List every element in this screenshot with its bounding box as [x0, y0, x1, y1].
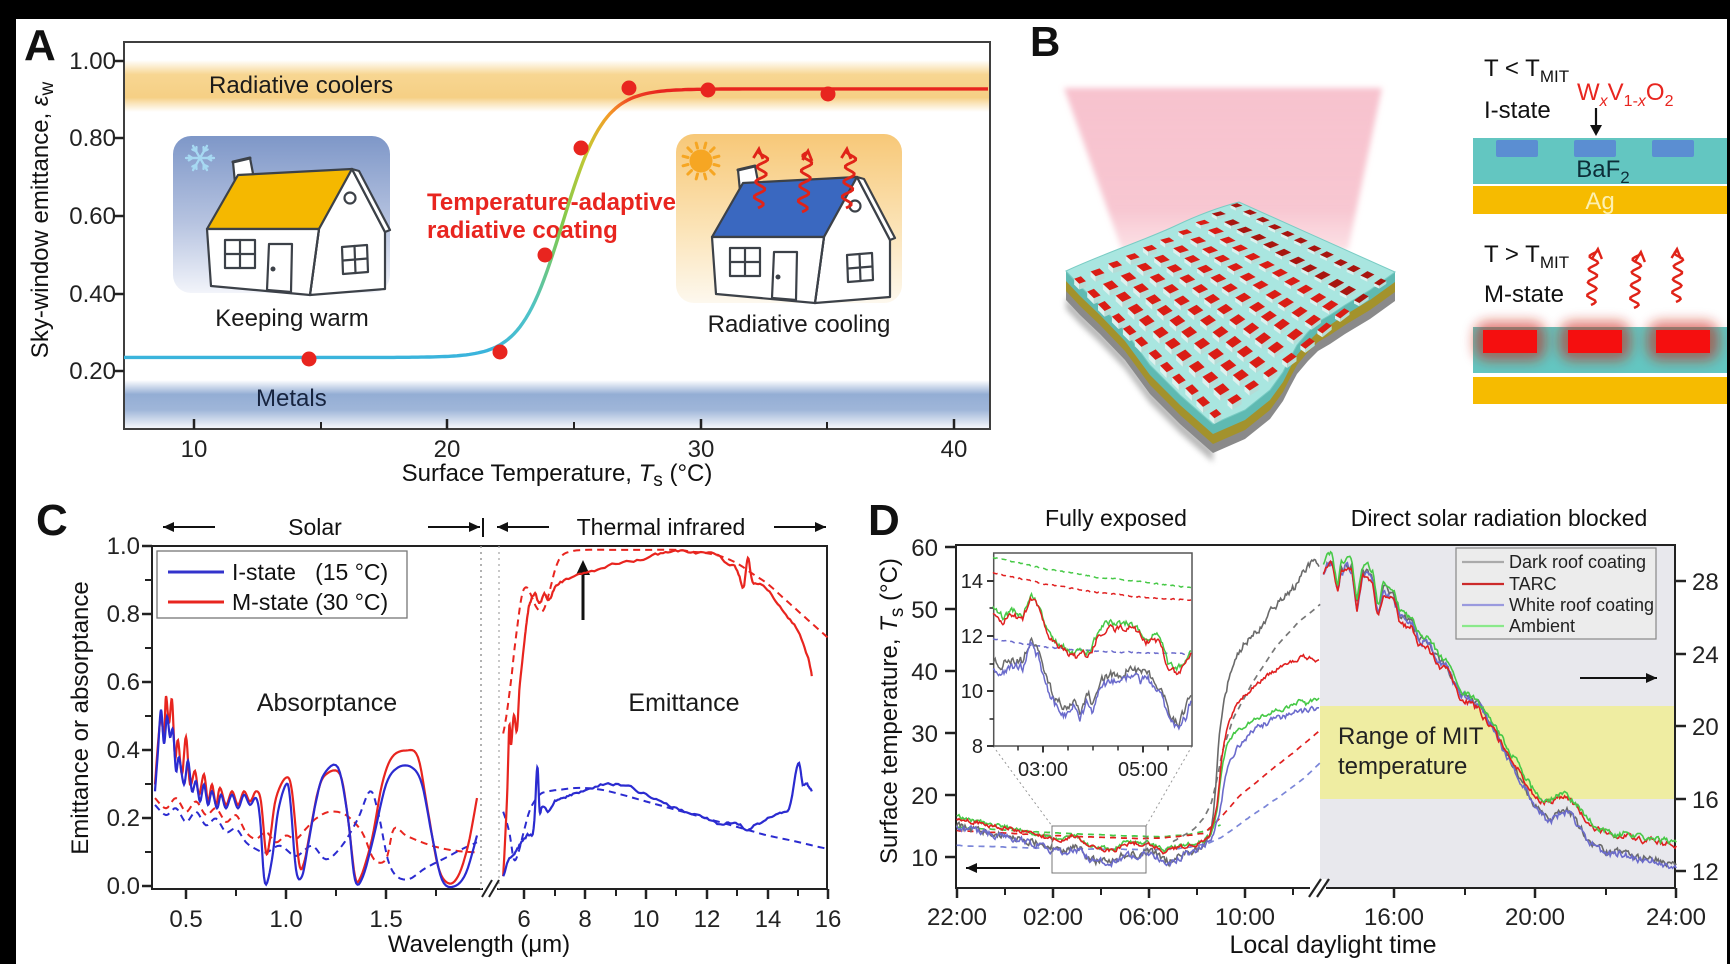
svg-text:Emittance: Emittance [628, 689, 739, 717]
svg-text:Metals: Metals [256, 385, 327, 412]
svg-text:06:00: 06:00 [1119, 904, 1179, 931]
svg-text:10: 10 [911, 845, 938, 872]
svg-text:30: 30 [911, 721, 938, 748]
svg-text:Wavelength (μm): Wavelength (μm) [388, 931, 570, 958]
svg-text:0.20: 0.20 [69, 358, 116, 385]
svg-text:40: 40 [911, 659, 938, 686]
svg-text:03:00: 03:00 [1018, 759, 1068, 781]
svg-text:Radiative coolers: Radiative coolers [209, 72, 393, 99]
svg-text:Ag: Ag [1585, 188, 1614, 215]
svg-text:0.4: 0.4 [107, 737, 140, 764]
svg-text:10:00: 10:00 [1215, 904, 1275, 931]
svg-text:D: D [868, 496, 900, 545]
svg-text:Emittance or absorptance: Emittance or absorptance [67, 581, 94, 854]
svg-text:1.00: 1.00 [69, 48, 116, 75]
svg-text:TARC: TARC [1509, 574, 1557, 594]
svg-text:Direct solar radiation blocked: Direct solar radiation blocked [1351, 505, 1648, 531]
svg-text:30: 30 [688, 436, 715, 463]
svg-text:05:00: 05:00 [1118, 759, 1168, 781]
svg-text:60: 60 [911, 535, 938, 562]
svg-text:0.40: 0.40 [69, 281, 116, 308]
svg-text:24: 24 [1692, 642, 1719, 669]
svg-text:I-state: I-state [1484, 97, 1551, 124]
svg-text:Sky-window emittance, εw: Sky-window emittance, εw [27, 82, 58, 359]
svg-text:0.5: 0.5 [169, 906, 202, 933]
svg-text:temperature: temperature [1338, 753, 1467, 780]
svg-text:50: 50 [911, 597, 938, 624]
svg-text:1.0: 1.0 [107, 533, 140, 560]
svg-text:16:00: 16:00 [1364, 904, 1424, 931]
svg-text:M-state (30 °C): M-state (30 °C) [232, 589, 388, 615]
svg-text:14: 14 [755, 906, 782, 933]
svg-text:Radiative cooling: Radiative cooling [708, 311, 891, 338]
svg-text:16: 16 [1692, 787, 1719, 814]
svg-text:12: 12 [694, 906, 721, 933]
svg-text:0.2: 0.2 [107, 805, 140, 832]
svg-text:16: 16 [815, 906, 842, 933]
svg-text:M-state: M-state [1484, 281, 1564, 308]
svg-text:02:00: 02:00 [1023, 904, 1083, 931]
svg-text:20: 20 [434, 436, 461, 463]
svg-text:Local daylight time: Local daylight time [1229, 931, 1436, 959]
svg-text:10: 10 [633, 906, 660, 933]
svg-text:20: 20 [1692, 714, 1719, 741]
svg-text:Thermal infrared: Thermal infrared [577, 514, 746, 540]
svg-text:8: 8 [578, 906, 591, 933]
svg-text:White roof coating: White roof coating [1509, 595, 1654, 615]
svg-text:10: 10 [961, 681, 983, 703]
svg-text:8: 8 [972, 736, 983, 758]
svg-text:14: 14 [961, 571, 983, 593]
svg-text:40: 40 [941, 436, 968, 463]
svg-text:C: C [36, 496, 68, 545]
svg-text:I-state (15 °C): I-state (15 °C) [232, 559, 388, 585]
svg-text:Ambient: Ambient [1509, 616, 1575, 636]
svg-text:Surface Temperature, Ts (°C): Surface Temperature, Ts (°C) [402, 460, 713, 491]
svg-text:Fully exposed: Fully exposed [1045, 505, 1187, 531]
svg-text:22:00: 22:00 [927, 904, 987, 931]
svg-text:24:00: 24:00 [1646, 904, 1706, 931]
svg-text:0.8: 0.8 [107, 601, 140, 628]
svg-text:1.5: 1.5 [369, 906, 402, 933]
svg-text:Absorptance: Absorptance [257, 689, 397, 717]
svg-text:28: 28 [1692, 569, 1719, 596]
svg-text:A: A [24, 21, 56, 70]
svg-text:10: 10 [181, 436, 208, 463]
svg-text:Temperature-adaptive: Temperature-adaptive [427, 189, 676, 216]
svg-text:0.6: 0.6 [107, 669, 140, 696]
svg-text:Solar: Solar [288, 514, 342, 540]
svg-text:0.80: 0.80 [69, 125, 116, 152]
svg-text:Dark roof coating: Dark roof coating [1509, 552, 1646, 572]
svg-text:20:00: 20:00 [1505, 904, 1565, 931]
svg-text:Range of MIT: Range of MIT [1338, 723, 1484, 750]
svg-text:0.0: 0.0 [107, 873, 140, 900]
svg-text:radiative coating: radiative coating [427, 217, 618, 244]
svg-text:6: 6 [517, 906, 530, 933]
svg-text:0.60: 0.60 [69, 203, 116, 230]
svg-text:B: B [1030, 18, 1060, 65]
svg-text:20: 20 [911, 783, 938, 810]
svg-text:Keeping warm: Keeping warm [215, 305, 368, 332]
svg-text:12: 12 [1692, 859, 1719, 886]
svg-text:12: 12 [961, 626, 983, 648]
svg-text:1.0: 1.0 [269, 906, 302, 933]
